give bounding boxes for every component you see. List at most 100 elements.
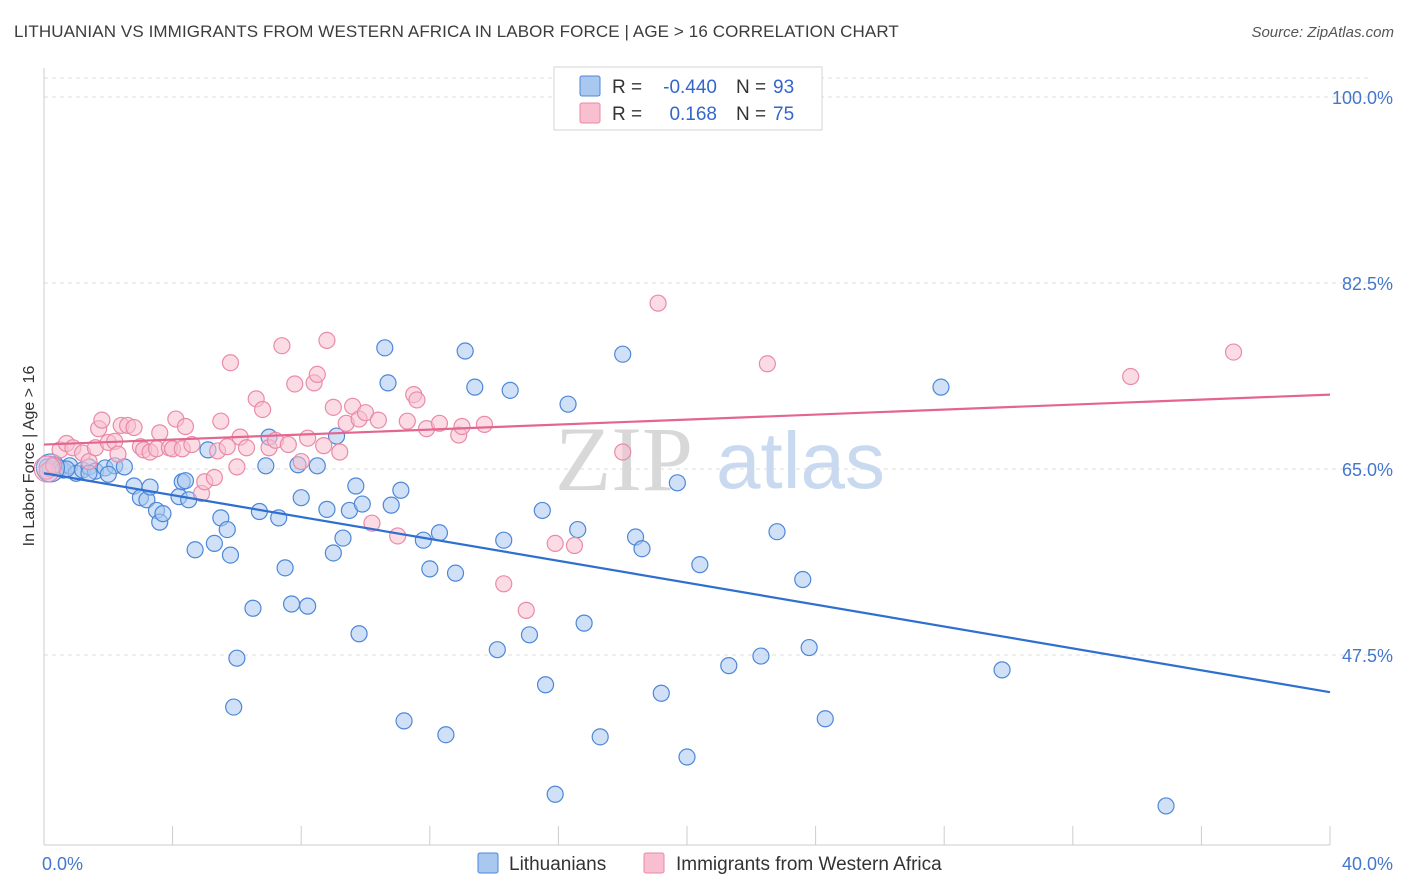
lithuanians-point-58 bbox=[437, 726, 455, 744]
lithuanians-point-80 bbox=[720, 657, 738, 675]
lithuanians-point-52 bbox=[382, 496, 400, 514]
y-tick-labels: 100.0% 82.5% 65.0% 47.5% bbox=[1332, 88, 1393, 666]
lithuanians-point-85 bbox=[816, 710, 834, 728]
bottom-legend-label-lithuanians: Lithuanians bbox=[509, 854, 606, 875]
bottom-legend-swatch-pink bbox=[643, 852, 665, 874]
western-africa-point-56 bbox=[363, 514, 381, 532]
western-africa-point-45 bbox=[299, 429, 317, 447]
lithuanians-point-81 bbox=[752, 647, 770, 665]
western-africa-point-31 bbox=[212, 412, 230, 430]
western-africa-point-74 bbox=[1122, 367, 1140, 386]
lithuanians-point-18 bbox=[154, 505, 172, 523]
legend-n-value-1: 75 bbox=[773, 104, 794, 125]
gridlines bbox=[44, 77, 1370, 656]
chart-title: LITHUANIAN VS IMMIGRANTS FROM WESTERN AF… bbox=[14, 22, 899, 41]
western-africa-point-9 bbox=[93, 411, 111, 429]
lithuanians-point-48 bbox=[350, 625, 368, 643]
lithuanians-point-64 bbox=[501, 381, 519, 399]
lithuanians-point-40 bbox=[299, 597, 317, 615]
lithuanians-point-67 bbox=[536, 676, 555, 694]
western-africa-point-66 bbox=[475, 415, 494, 433]
lithuanians-point-56 bbox=[421, 560, 439, 578]
lithuanians-point-28 bbox=[221, 546, 240, 564]
lithuanians-point-43 bbox=[324, 544, 342, 562]
lithuanians-point-65 bbox=[520, 626, 539, 644]
western-africa-point-34 bbox=[228, 458, 246, 476]
lithuanians-point-45 bbox=[334, 529, 352, 547]
western-africa-point-33 bbox=[221, 354, 240, 372]
western-africa-point-38 bbox=[254, 400, 272, 419]
y-tick-label-0: 100.0% bbox=[1332, 88, 1393, 108]
watermark-atlas: atlas bbox=[716, 416, 885, 505]
trendline-1 bbox=[43, 393, 1331, 446]
y-axis-title: In Labor Force | Age > 16 bbox=[21, 366, 38, 547]
western-africa-point-43 bbox=[286, 375, 304, 393]
lithuanians-point-62 bbox=[488, 641, 506, 659]
lithuanians-point-23 bbox=[186, 541, 204, 559]
bottom-legend-swatch-blue bbox=[477, 852, 499, 874]
lithuanians-point-59 bbox=[446, 564, 465, 582]
legend-n-label-1: N = bbox=[736, 104, 766, 125]
lithuanians-point-83 bbox=[794, 570, 812, 589]
lithuanians-point-21 bbox=[176, 472, 195, 490]
lithuanians-point-41 bbox=[308, 457, 326, 475]
lithuanians-point-66 bbox=[533, 501, 551, 520]
western-africa-point-29 bbox=[205, 468, 223, 487]
legend-n-label-0: N = bbox=[736, 77, 766, 98]
western-africa-point-48 bbox=[315, 437, 333, 455]
lithuanians-point-39 bbox=[292, 489, 310, 507]
western-africa-point-59 bbox=[398, 412, 416, 430]
lithuanians-point-33 bbox=[257, 457, 275, 475]
lithuanians-point-68 bbox=[546, 785, 564, 803]
x-tick-labels: 0.0% 40.0% bbox=[42, 854, 1393, 874]
lithuanians-point-82 bbox=[768, 523, 786, 541]
lithuanians-point-71 bbox=[575, 614, 593, 632]
legend-r-value-0: -0.440 bbox=[663, 77, 717, 98]
western-africa-point-63 bbox=[430, 414, 449, 432]
western-africa-point-25 bbox=[176, 417, 195, 436]
lithuanians-point-30 bbox=[225, 698, 243, 716]
western-africa-point-69 bbox=[546, 534, 564, 553]
legend-n-value-0: 93 bbox=[773, 77, 794, 98]
western-africa-point-72 bbox=[649, 294, 667, 312]
lithuanians-point-78 bbox=[678, 748, 696, 766]
legend-swatch-pink bbox=[579, 102, 601, 124]
x-tick-label-1: 40.0% bbox=[1342, 854, 1393, 874]
lithuanians-point-42 bbox=[318, 500, 336, 518]
lithuanians-point-29 bbox=[228, 649, 246, 667]
lithuanians-point-37 bbox=[282, 595, 301, 613]
lithuanians-point-84 bbox=[800, 638, 818, 657]
western-africa-point-44 bbox=[292, 452, 310, 471]
western-africa-point-49 bbox=[318, 331, 336, 349]
legend-r-label-0: R = bbox=[612, 77, 642, 98]
western-africa-point-57 bbox=[369, 411, 387, 429]
western-africa-point-75 bbox=[1224, 343, 1243, 361]
western-africa-point-26 bbox=[183, 435, 201, 454]
x-tick-label-0: 0.0% bbox=[42, 854, 83, 874]
western-africa-point-47 bbox=[308, 365, 326, 384]
lithuanians-point-60 bbox=[456, 342, 474, 360]
lithuanians-point-87 bbox=[993, 661, 1011, 679]
lithuanians-point-61 bbox=[466, 378, 484, 396]
lithuanians-point-91 bbox=[99, 465, 117, 483]
lithuanians-point-70 bbox=[569, 520, 587, 539]
western-africa-point-58 bbox=[389, 527, 407, 545]
western-africa-point-55 bbox=[356, 404, 375, 422]
western-africa-point-15 bbox=[125, 418, 143, 437]
lithuanians-point-86 bbox=[932, 378, 950, 396]
bottom-legend: Lithuanians Immigrants from Western Afri… bbox=[477, 852, 942, 875]
trendlines bbox=[43, 393, 1331, 694]
y-tick-label-2: 65.0% bbox=[1342, 460, 1393, 480]
legend-swatch-blue bbox=[579, 75, 601, 97]
western-africa-point-65 bbox=[453, 417, 471, 436]
western-africa-point-12 bbox=[109, 445, 127, 463]
stats-legend: R = -0.440 N = 93 R = 0.168 N = 75 bbox=[553, 66, 823, 131]
western-africa-point-70 bbox=[565, 536, 584, 555]
western-africa-point-6 bbox=[80, 452, 98, 471]
y-tick-label-1: 82.5% bbox=[1342, 274, 1393, 294]
lithuanians-point-75 bbox=[633, 540, 651, 558]
lithuanians-point-36 bbox=[276, 559, 294, 577]
lithuanians-point-88 bbox=[1157, 797, 1175, 815]
western-africa-point-51 bbox=[331, 443, 349, 461]
